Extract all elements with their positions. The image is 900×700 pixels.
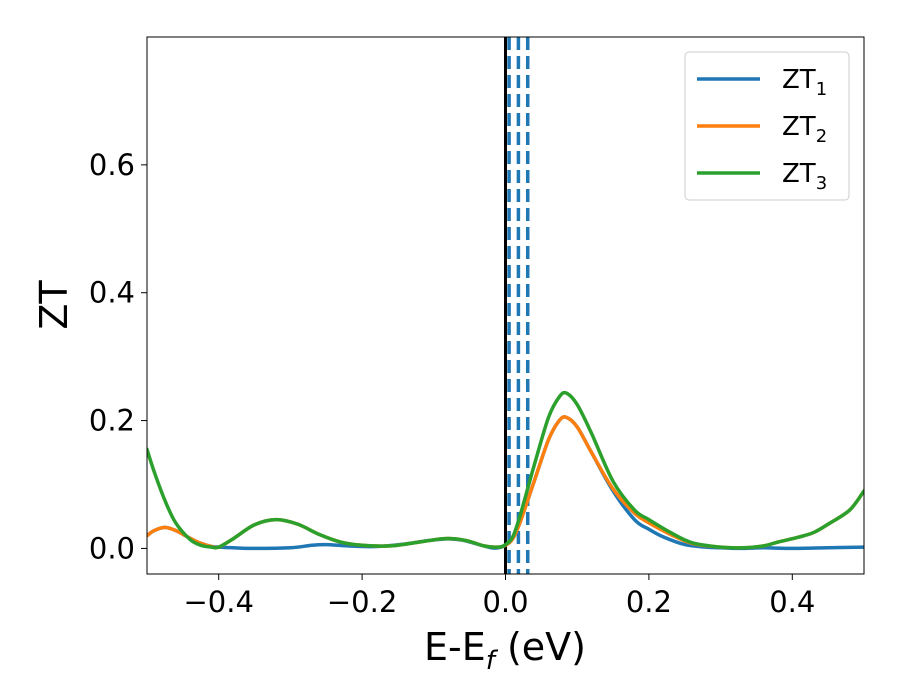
legend-label-zt1: ZT1 [782, 65, 827, 100]
legend-label-zt2: ZT2 [782, 112, 827, 147]
x-tick-label: −0.2 [327, 585, 397, 619]
y-axis-label: ZT [32, 280, 76, 330]
y-tick-label: 0.0 [89, 531, 135, 565]
x-tick-label: −0.4 [183, 585, 253, 619]
legend: ZT1 ZT2 ZT3 [684, 51, 850, 201]
legend-frame [684, 51, 850, 201]
x-axis-label: E-Ef (eV) [424, 625, 586, 676]
x-tick-label: 0.4 [769, 585, 815, 619]
legend-label-zt3: ZT3 [782, 159, 827, 194]
x-tick-label: 0.0 [482, 585, 528, 619]
x-tick-label: 0.2 [626, 585, 672, 619]
y-tick-label: 0.6 [89, 148, 135, 182]
y-tick-label: 0.4 [89, 276, 135, 310]
y-tick-label: 0.2 [89, 404, 135, 438]
series-line-zt3 [147, 390, 864, 550]
